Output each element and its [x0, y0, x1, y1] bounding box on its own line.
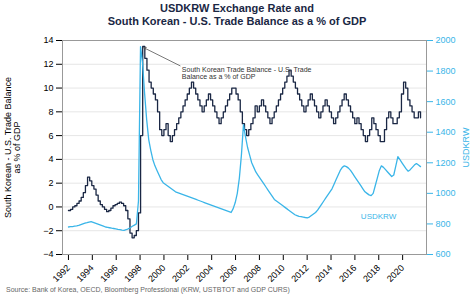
- svg-text:1800: 1800: [436, 66, 456, 76]
- svg-text:800: 800: [436, 219, 451, 229]
- svg-text:2018: 2018: [361, 263, 382, 284]
- svg-text:1000: 1000: [436, 188, 456, 198]
- svg-text:2020: 2020: [385, 263, 406, 284]
- svg-text:2012: 2012: [289, 263, 310, 284]
- svg-text:1994: 1994: [75, 263, 96, 284]
- svg-text:1996: 1996: [98, 263, 119, 284]
- html-text:USDKRW Exchange Rate and South: USDKRW Exchange Rate and South Korean - …: [107, 2, 367, 27]
- svg-text:2008: 2008: [242, 263, 263, 284]
- svg-text:600: 600: [436, 249, 451, 259]
- svg-text:2004: 2004: [194, 263, 215, 284]
- svg-text:14: 14: [43, 35, 53, 45]
- svg-text:1200: 1200: [436, 158, 456, 168]
- svg-text:2002: 2002: [170, 263, 191, 284]
- svg-text:10: 10: [43, 83, 53, 93]
- svg-text:2010: 2010: [266, 263, 287, 284]
- svg-text:0: 0: [48, 202, 53, 212]
- svg-text:2006: 2006: [218, 263, 239, 284]
- html-text:Source: Bank of Korea, OECD, B: Source: Bank of Korea, OECD, Bloomberg P…: [6, 286, 290, 293]
- svg-text:South Korean - U.S. Trade Bala: South Korean - U.S. Trade Balanceas % of…: [3, 77, 22, 218]
- svg-text:−2: −2: [43, 226, 53, 236]
- svg-text:12: 12: [43, 59, 53, 69]
- svg-text:1400: 1400: [436, 127, 456, 137]
- svg-text:USDKRW: USDKRW: [361, 212, 397, 221]
- svg-text:8: 8: [48, 107, 53, 117]
- svg-text:2014: 2014: [313, 263, 334, 284]
- svg-text:2000: 2000: [436, 35, 456, 45]
- svg-text:1998: 1998: [122, 263, 143, 284]
- svg-text:1600: 1600: [436, 97, 456, 107]
- svg-text:−4: −4: [43, 249, 53, 259]
- svg-text:1992: 1992: [51, 263, 72, 284]
- svg-text:South Korean Trade Balance - U: South Korean Trade Balance - U.S. TradeB…: [182, 66, 312, 80]
- svg-text:2000: 2000: [146, 263, 167, 284]
- svg-text:2016: 2016: [337, 263, 358, 284]
- svg-text:2: 2: [48, 178, 53, 188]
- svg-text:6: 6: [48, 130, 53, 140]
- svg-text:USDKRW: USDKRW: [461, 127, 471, 167]
- svg-text:4: 4: [48, 154, 53, 164]
